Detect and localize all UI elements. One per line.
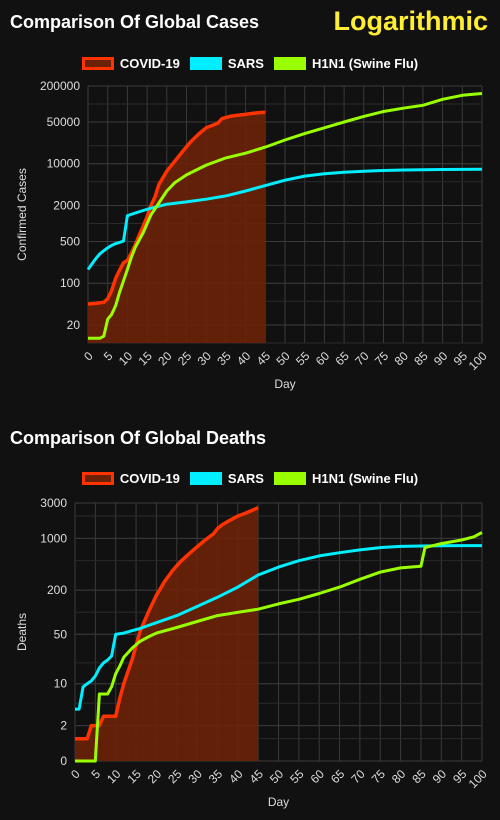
- deaths-x-tick-label: 100: [466, 767, 490, 791]
- deaths-y-tick-label: 2: [60, 719, 67, 733]
- cases-y-tick-label: 500: [60, 234, 80, 248]
- deaths-x-tick-label: 0: [68, 767, 83, 782]
- deaths-legend: COVID-19 SARS H1N1 (Swine Flu): [0, 471, 500, 486]
- cases-x-axis-label: Day: [274, 377, 295, 391]
- deaths-x-tick-label: 15: [124, 767, 144, 787]
- deaths-x-tick-label: 5: [88, 767, 103, 782]
- deaths-chart-title: Comparison Of Global Deaths: [10, 428, 267, 448]
- deaths-line-h1n1: [75, 531, 483, 763]
- cases-y-tick-label: 200000: [40, 79, 80, 93]
- covid-swatch: [81, 472, 114, 485]
- deaths-y-tick-label: 0: [60, 754, 67, 768]
- cases-legend-covid-label: COVID-19: [119, 56, 180, 71]
- deaths-x-tick-label: 75: [369, 767, 389, 787]
- cases-line-sars: [86, 167, 483, 271]
- deaths-legend-sars[interactable]: SARS: [189, 471, 264, 486]
- deaths-x-axis-label: Day: [268, 795, 289, 809]
- deaths-legend-sars-label: SARS: [227, 471, 264, 486]
- cases-y-tick-label: 100: [60, 276, 80, 290]
- deaths-x-tick-label: 30: [186, 767, 206, 787]
- deaths-y-tick-label: 50: [54, 627, 68, 641]
- cases-y-axis-label: Confirmed Cases: [15, 168, 29, 261]
- cases-line-h1n1: [88, 92, 483, 340]
- deaths-x-tick-label: 60: [308, 767, 328, 787]
- deaths-y-tick-label: 10: [54, 677, 68, 691]
- covid-swatch: [81, 57, 114, 70]
- deaths-x-tick-label: 50: [267, 767, 287, 787]
- deaths-line-covid: [75, 506, 259, 741]
- deaths-y-axis-label: Deaths: [15, 613, 29, 651]
- deaths-x-tick-label: 80: [389, 767, 409, 787]
- cases-legend: COVID-19 SARS H1N1 (Swine Flu): [0, 56, 500, 71]
- deaths-x-tick-label: 35: [206, 767, 226, 787]
- cases-legend-covid[interactable]: COVID-19: [81, 56, 180, 71]
- deaths-x-tick-label: 90: [430, 767, 450, 787]
- deaths-x-tick-label: 70: [348, 767, 368, 787]
- deaths-legend-h1n1[interactable]: H1N1 (Swine Flu): [273, 471, 419, 486]
- deaths-x-tick-label: 20: [145, 767, 165, 787]
- deaths-x-tick-label: 45: [247, 767, 267, 787]
- cases-legend-h1n1[interactable]: H1N1 (Swine Flu): [273, 56, 419, 71]
- scale-mode-label: Logarithmic: [333, 6, 488, 36]
- cases-y-tick-label: 2000: [53, 199, 80, 213]
- deaths-line-sars: [75, 544, 482, 711]
- cases-covid-area: [88, 112, 266, 343]
- cases-legend-sars-label: SARS: [227, 56, 264, 71]
- deaths-y-tick-label: 1000: [40, 531, 67, 545]
- deaths-x-tick-label: 40: [226, 767, 246, 787]
- deaths-y-tick-label: 200: [47, 583, 67, 597]
- deaths-y-tick-label: 3000: [40, 496, 67, 510]
- cases-legend-sars[interactable]: SARS: [189, 56, 264, 71]
- deaths-legend-covid-label: COVID-19: [119, 471, 180, 486]
- deaths-legend-covid[interactable]: COVID-19: [81, 471, 180, 486]
- cases-y-tick-label: 20: [67, 318, 81, 332]
- deaths-x-tick-label: 10: [104, 767, 124, 787]
- cases-legend-h1n1-label: H1N1 (Swine Flu): [311, 56, 419, 71]
- h1n1-swatch: [273, 57, 306, 70]
- sars-swatch: [189, 57, 222, 70]
- h1n1-swatch: [273, 472, 306, 485]
- deaths-x-tick-label: 25: [165, 767, 185, 787]
- sars-swatch: [189, 472, 222, 485]
- deaths-x-tick-label: 55: [287, 767, 307, 787]
- deaths-x-tick-label: 85: [409, 767, 429, 787]
- deaths-x-tick-label: 65: [328, 767, 348, 787]
- cases-y-tick-label: 50000: [47, 115, 81, 129]
- cases-line-covid: [87, 110, 266, 306]
- cases-chart-title: Comparison Of Global Cases: [10, 12, 260, 32]
- cases-y-tick-label: 10000: [47, 157, 81, 171]
- deaths-legend-h1n1-label: H1N1 (Swine Flu): [311, 471, 419, 486]
